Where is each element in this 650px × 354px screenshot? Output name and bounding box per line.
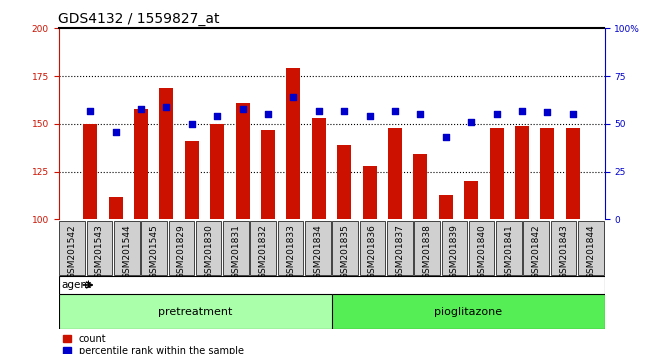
FancyBboxPatch shape [168,221,194,275]
FancyBboxPatch shape [305,221,331,275]
Point [491,112,502,117]
FancyBboxPatch shape [332,221,358,275]
Text: GSM201830: GSM201830 [204,224,213,279]
Bar [261,130,275,219]
Point [161,104,172,109]
FancyBboxPatch shape [469,221,495,275]
Point [136,106,146,112]
Bar [363,166,376,219]
Bar [388,128,402,219]
FancyBboxPatch shape [441,221,467,275]
Bar [83,124,98,219]
Point [339,108,350,113]
Point [517,108,527,113]
Text: GSM201844: GSM201844 [586,224,595,279]
Text: GSM201841: GSM201841 [504,224,514,279]
Point [263,112,273,117]
Bar [439,195,453,219]
Text: GSM201843: GSM201843 [559,224,568,279]
Text: GSM201834: GSM201834 [313,224,322,279]
Text: GSM201545: GSM201545 [150,224,159,279]
Text: GSM201542: GSM201542 [68,224,77,279]
FancyBboxPatch shape [551,221,577,275]
Text: GSM201544: GSM201544 [122,224,131,279]
Legend: count, percentile rank within the sample: count, percentile rank within the sample [63,334,244,354]
Point [542,110,552,115]
Text: GSM201835: GSM201835 [341,224,350,279]
Point [415,112,426,117]
Bar [312,118,326,219]
Bar [337,145,351,219]
Bar [464,181,478,219]
Text: GDS4132 / 1559827_at: GDS4132 / 1559827_at [58,12,220,26]
Text: GSM201836: GSM201836 [368,224,377,279]
Text: GSM201543: GSM201543 [95,224,104,279]
Text: GSM201842: GSM201842 [532,224,541,279]
FancyBboxPatch shape [58,294,332,329]
FancyBboxPatch shape [141,221,167,275]
Text: GSM201838: GSM201838 [422,224,432,279]
Bar [185,141,199,219]
Bar [413,154,427,219]
Point [313,108,324,113]
Bar [134,109,148,219]
Bar [159,87,174,219]
FancyBboxPatch shape [86,221,112,275]
FancyBboxPatch shape [496,221,522,275]
Text: GSM201833: GSM201833 [286,224,295,279]
FancyBboxPatch shape [59,221,85,275]
Bar [515,126,529,219]
Point [85,108,96,113]
FancyBboxPatch shape [359,221,385,275]
Point [187,121,197,127]
Point [390,108,400,113]
Bar [210,124,224,219]
FancyBboxPatch shape [578,221,604,275]
FancyBboxPatch shape [387,221,413,275]
Text: pioglitazone: pioglitazone [434,307,502,316]
Point [466,119,476,125]
Text: GSM201829: GSM201829 [177,224,186,279]
Point [365,113,375,119]
FancyBboxPatch shape [278,221,304,275]
Bar [540,128,554,219]
FancyBboxPatch shape [114,221,140,275]
FancyBboxPatch shape [196,221,222,275]
Text: GSM201840: GSM201840 [477,224,486,279]
Text: GSM201839: GSM201839 [450,224,459,279]
Point [212,113,222,119]
FancyBboxPatch shape [250,221,276,275]
Point [441,135,451,140]
FancyBboxPatch shape [414,221,440,275]
FancyBboxPatch shape [58,276,604,294]
Text: pretreatment: pretreatment [158,307,232,316]
Text: GSM201832: GSM201832 [259,224,268,279]
Point [111,129,121,135]
FancyBboxPatch shape [523,221,549,275]
Text: GSM201831: GSM201831 [231,224,240,279]
Bar [236,103,250,219]
FancyBboxPatch shape [223,221,249,275]
Point [288,94,298,100]
Point [237,106,248,112]
Bar [489,128,504,219]
Text: GSM201837: GSM201837 [395,224,404,279]
Bar [566,128,580,219]
FancyBboxPatch shape [332,294,604,329]
Text: agent: agent [61,280,92,290]
Point [567,112,578,117]
Bar [109,196,123,219]
Bar [287,68,300,219]
